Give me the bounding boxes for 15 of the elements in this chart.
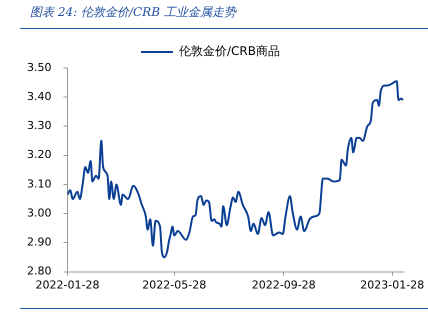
x-tick-label: 2022-05-28 bbox=[142, 278, 206, 292]
y-tick-label: 3.40 bbox=[26, 90, 52, 103]
y-tick-label: 3.30 bbox=[26, 119, 52, 132]
chart-title: 图表 24: 伦敦金价/CRB 工业金属走势 bbox=[30, 4, 236, 21]
y-tick-label: 2.80 bbox=[26, 264, 52, 278]
x-tick-label: 2022-01-28 bbox=[36, 278, 100, 292]
legend-label: 伦敦金价/CRB商品 bbox=[179, 44, 280, 58]
x-tick-label: 2022-09-28 bbox=[252, 278, 316, 292]
x-tick-label: 2023-01-28 bbox=[360, 278, 424, 292]
y-tick-label: 3.00 bbox=[26, 206, 52, 220]
line-series bbox=[67, 80, 404, 258]
y-tick-label: 3.10 bbox=[26, 177, 52, 190]
y-tick-label: 2.90 bbox=[26, 236, 52, 249]
y-tick-label: 3.50 bbox=[26, 60, 52, 74]
y-tick-label: 3.20 bbox=[26, 148, 52, 162]
